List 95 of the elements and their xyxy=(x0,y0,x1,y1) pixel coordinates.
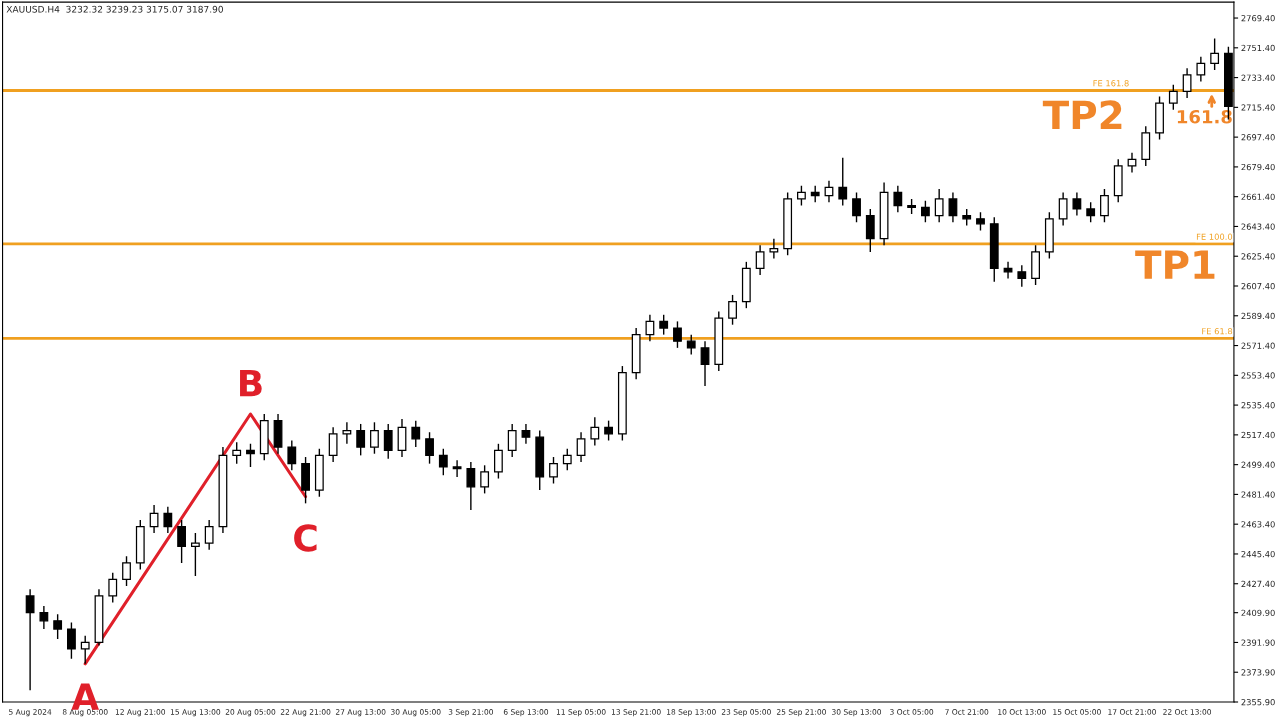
candlestick xyxy=(342,421,352,445)
candlestick xyxy=(370,421,379,455)
y-tick-label: 2427.40 xyxy=(1241,580,1275,588)
y-tick-label: 2517.40 xyxy=(1241,431,1275,439)
candlestick xyxy=(466,461,476,511)
candlestick xyxy=(204,519,214,551)
candlestick xyxy=(425,431,434,465)
y-tick-label: 2481.40 xyxy=(1241,491,1275,498)
candlestick xyxy=(232,441,242,465)
y-tick-label: 2571.40 xyxy=(1241,342,1275,349)
candlestick xyxy=(480,464,490,495)
candlestick xyxy=(1127,151,1137,174)
candlestick xyxy=(920,199,930,223)
candlestick xyxy=(590,416,600,447)
y-tick-label: 2355.90 xyxy=(1241,698,1275,706)
candlestick xyxy=(1182,67,1192,99)
candlestick xyxy=(452,459,462,478)
ref-line-label: FE 161.8 xyxy=(1093,80,1129,87)
candlestick xyxy=(893,185,903,213)
candlestick xyxy=(177,519,187,564)
candlestick xyxy=(755,244,765,276)
y-tick-label: 2391.90 xyxy=(1241,639,1275,646)
candlestick xyxy=(53,613,63,640)
candlestick xyxy=(865,208,875,253)
candlestick xyxy=(934,188,944,223)
candlestick xyxy=(838,156,848,207)
y-tick-label: 2409.90 xyxy=(1241,609,1275,616)
y-tick-label: 2625.40 xyxy=(1241,253,1275,260)
candlestick xyxy=(1210,37,1220,71)
candlestick xyxy=(1017,264,1027,288)
y-tick-label: 2661.40 xyxy=(1241,193,1275,200)
candlestick xyxy=(328,426,338,463)
candlestick xyxy=(769,237,779,260)
candlestick xyxy=(397,418,407,458)
y-tick-label: 2373.90 xyxy=(1241,669,1275,676)
y-tick-label: 2751.40 xyxy=(1241,44,1275,52)
candlestick xyxy=(700,340,710,387)
candlestick xyxy=(39,605,49,630)
y-tick-label: 2769.40 xyxy=(1241,15,1275,22)
candlestick xyxy=(493,443,503,480)
y-tick-label: 2499.40 xyxy=(1241,461,1275,468)
candlestick xyxy=(1058,191,1068,227)
candlestick xyxy=(163,505,173,534)
candlestick xyxy=(122,555,131,587)
candlestick xyxy=(521,423,531,445)
annotation: TP1 xyxy=(1135,250,1215,279)
candlestick xyxy=(549,456,558,485)
candlestick xyxy=(659,314,669,336)
annotation: 161.8 xyxy=(1177,109,1232,124)
candlestick xyxy=(411,419,421,448)
y-tick-label: 2445.40 xyxy=(1241,550,1275,558)
candlestick xyxy=(108,572,118,604)
annotation: TP2 xyxy=(1042,100,1122,130)
ref-line-label: FE 61.8 xyxy=(1202,328,1233,335)
candlestick xyxy=(246,443,255,468)
y-tick-label: 2589.40 xyxy=(1241,312,1275,320)
candlestick xyxy=(576,431,586,463)
candlestick xyxy=(686,333,696,356)
candlestick xyxy=(287,439,297,471)
y-tick-label: 2715.40 xyxy=(1241,104,1275,111)
annotation: C xyxy=(294,524,317,552)
candlestick xyxy=(562,448,572,471)
candlestick xyxy=(852,191,861,223)
candlestick xyxy=(673,320,682,349)
candlestick xyxy=(604,419,614,442)
chart-title: XAUUSD.H4 3232.32 3239.23 3175.07 3187.90 xyxy=(6,5,223,13)
y-tick-label: 2553.40 xyxy=(1241,372,1275,379)
candlestick xyxy=(1086,201,1096,223)
candlestick xyxy=(383,423,393,460)
y-tick-label: 2463.40 xyxy=(1241,521,1275,528)
y-tick-label: 2643.40 xyxy=(1241,223,1275,230)
candlestick xyxy=(948,191,958,223)
candlestick xyxy=(728,294,737,326)
candlestick xyxy=(80,634,90,665)
candlestick xyxy=(67,621,76,660)
candlestick xyxy=(190,532,200,577)
candlestick xyxy=(976,211,985,232)
candlestick xyxy=(797,185,806,207)
candlestick xyxy=(645,314,655,342)
candlestick xyxy=(1196,56,1206,83)
y-tick-label: 2697.40 xyxy=(1241,134,1275,141)
y-tick-label: 2679.40 xyxy=(1241,163,1275,171)
y-tick-label: 2607.40 xyxy=(1241,282,1275,290)
annotation: B xyxy=(240,369,262,397)
candlestick xyxy=(1168,84,1178,111)
y-tick-label: 2535.40 xyxy=(1241,402,1275,409)
candlestick xyxy=(507,423,517,458)
candlestick xyxy=(438,448,448,476)
candlestick xyxy=(1100,188,1109,223)
candlestick xyxy=(356,423,366,457)
y-tick-label: 2733.40 xyxy=(1241,74,1275,81)
candlestick xyxy=(149,504,159,534)
ref-line-label: FE 100.0 xyxy=(1196,233,1233,240)
candlestick xyxy=(25,588,35,691)
candlestick xyxy=(1072,191,1082,217)
